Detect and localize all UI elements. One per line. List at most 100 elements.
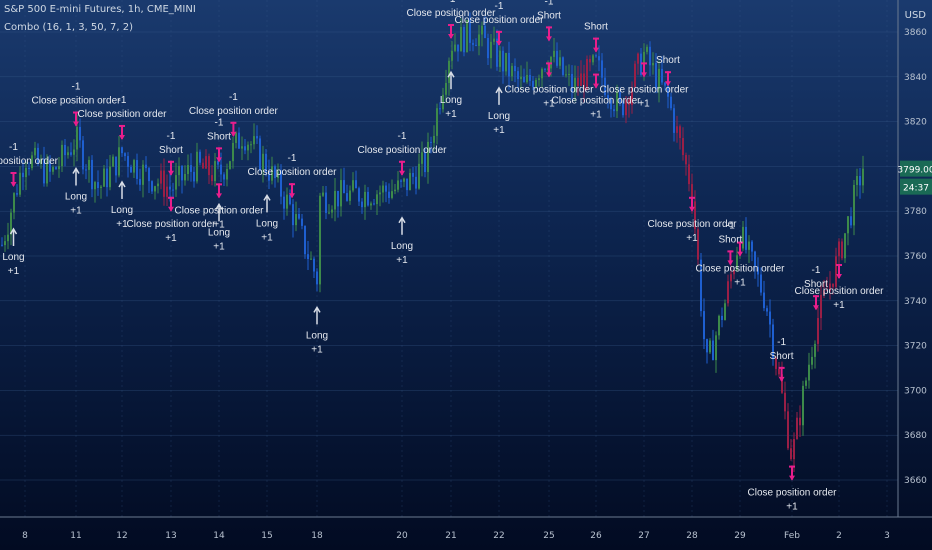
candle-body bbox=[511, 65, 513, 77]
candle-body bbox=[148, 168, 150, 182]
candle-body bbox=[817, 318, 819, 344]
candle-body bbox=[685, 155, 687, 165]
y-axis: 3660368037003720374037603780380038203840… bbox=[897, 0, 927, 517]
candle-body bbox=[688, 164, 690, 185]
close-order-label: Close position order bbox=[748, 488, 838, 499]
candle-body bbox=[10, 212, 12, 235]
last-price-value: 3799.00 bbox=[897, 166, 932, 176]
candle-body bbox=[349, 190, 351, 201]
candle-body bbox=[706, 339, 708, 353]
order-marker-head-icon bbox=[168, 170, 174, 176]
candle-body bbox=[436, 108, 438, 136]
candle-body bbox=[142, 164, 144, 185]
order-qty-label: +1 bbox=[213, 241, 225, 252]
candle-body bbox=[244, 146, 246, 151]
candle-body bbox=[796, 417, 798, 439]
order-qty-label: +1 bbox=[311, 344, 323, 355]
candle-body bbox=[649, 46, 651, 66]
candle-body bbox=[472, 42, 474, 45]
candle-body bbox=[499, 50, 501, 67]
candle-body bbox=[610, 99, 612, 110]
order-qty-label: +1 bbox=[786, 502, 798, 513]
candle-body bbox=[703, 311, 705, 340]
candle-body bbox=[28, 167, 30, 169]
order-qty-label: +1 bbox=[8, 266, 20, 277]
x-tick-label: 13 bbox=[165, 531, 176, 541]
order-marker-cap-icon bbox=[73, 111, 79, 114]
candle-body bbox=[517, 71, 519, 80]
candles bbox=[1, 12, 864, 472]
countdown-badge bbox=[900, 178, 932, 195]
order-marker-head-icon bbox=[665, 81, 671, 87]
candle-body bbox=[586, 59, 588, 90]
candle-body bbox=[250, 144, 252, 146]
order-marker-head-icon bbox=[168, 206, 174, 212]
short-entry-label: Short bbox=[537, 10, 561, 21]
candle-body bbox=[151, 181, 153, 192]
candle-body bbox=[310, 258, 312, 260]
candle-body bbox=[712, 340, 714, 361]
candle-body bbox=[199, 151, 201, 163]
candle-body bbox=[589, 59, 591, 63]
long-arrow-head-icon bbox=[9, 227, 18, 235]
candle-body bbox=[364, 191, 366, 208]
candle-body bbox=[850, 216, 852, 226]
candle-body bbox=[553, 50, 555, 57]
candle-body bbox=[373, 203, 375, 205]
order-qty-label: -1 bbox=[288, 153, 297, 164]
candle-body bbox=[322, 192, 324, 196]
candle-body bbox=[118, 147, 120, 176]
candle-body bbox=[355, 180, 357, 189]
x-tick-label: 3 bbox=[884, 531, 890, 541]
x-tick-label: 25 bbox=[543, 531, 554, 541]
candle-body bbox=[496, 38, 498, 67]
order-marker-cap-icon bbox=[399, 160, 405, 163]
indicator-label[interactable]: Combo (16, 1, 3, 50, 7, 2) bbox=[4, 22, 133, 33]
x-tick-label: 12 bbox=[116, 531, 127, 541]
close-order-label: Close position order bbox=[32, 96, 122, 107]
candle-body bbox=[91, 159, 93, 190]
candle-body bbox=[223, 174, 225, 180]
long-arrow-head-icon bbox=[398, 216, 406, 224]
candle-body bbox=[58, 166, 60, 170]
candle-body bbox=[271, 166, 273, 181]
candle-body bbox=[307, 254, 309, 260]
currency-label: USD bbox=[904, 10, 926, 21]
candle-body bbox=[85, 169, 87, 171]
order-qty-label: +1 bbox=[833, 300, 845, 311]
order-qty-label: +1 bbox=[543, 98, 555, 109]
candle-body bbox=[778, 368, 780, 375]
candle-body bbox=[88, 159, 90, 170]
candle-body bbox=[265, 153, 267, 173]
candle-body bbox=[400, 180, 402, 182]
candle-body bbox=[181, 165, 183, 181]
candle-body bbox=[109, 166, 111, 188]
order-marker-head-icon bbox=[289, 193, 295, 199]
candle-body bbox=[268, 172, 270, 181]
x-tick-label: 26 bbox=[590, 531, 602, 541]
candle-body bbox=[163, 170, 165, 197]
candle-body bbox=[274, 166, 276, 179]
order-qty-label: -1 bbox=[812, 265, 821, 276]
candle-body bbox=[328, 212, 330, 214]
candle-body bbox=[79, 126, 81, 141]
candle-body bbox=[679, 126, 681, 139]
candle-body bbox=[175, 175, 177, 190]
candle-body bbox=[376, 194, 378, 205]
order-qty-label: +1 bbox=[686, 233, 698, 244]
order-qty-label: +1 bbox=[638, 98, 650, 109]
candle-body bbox=[841, 241, 843, 259]
candle-body bbox=[19, 172, 21, 195]
candle-body bbox=[238, 132, 240, 149]
candle-body bbox=[55, 167, 57, 170]
candle-body bbox=[856, 175, 858, 185]
order-marker-head-icon bbox=[230, 131, 237, 137]
order-marker-cap-icon bbox=[448, 24, 454, 26]
x-tick-label: 11 bbox=[70, 531, 81, 541]
candle-body bbox=[793, 438, 795, 460]
candle-body bbox=[46, 160, 48, 184]
candle-body bbox=[802, 385, 804, 426]
candle-body bbox=[595, 55, 597, 57]
